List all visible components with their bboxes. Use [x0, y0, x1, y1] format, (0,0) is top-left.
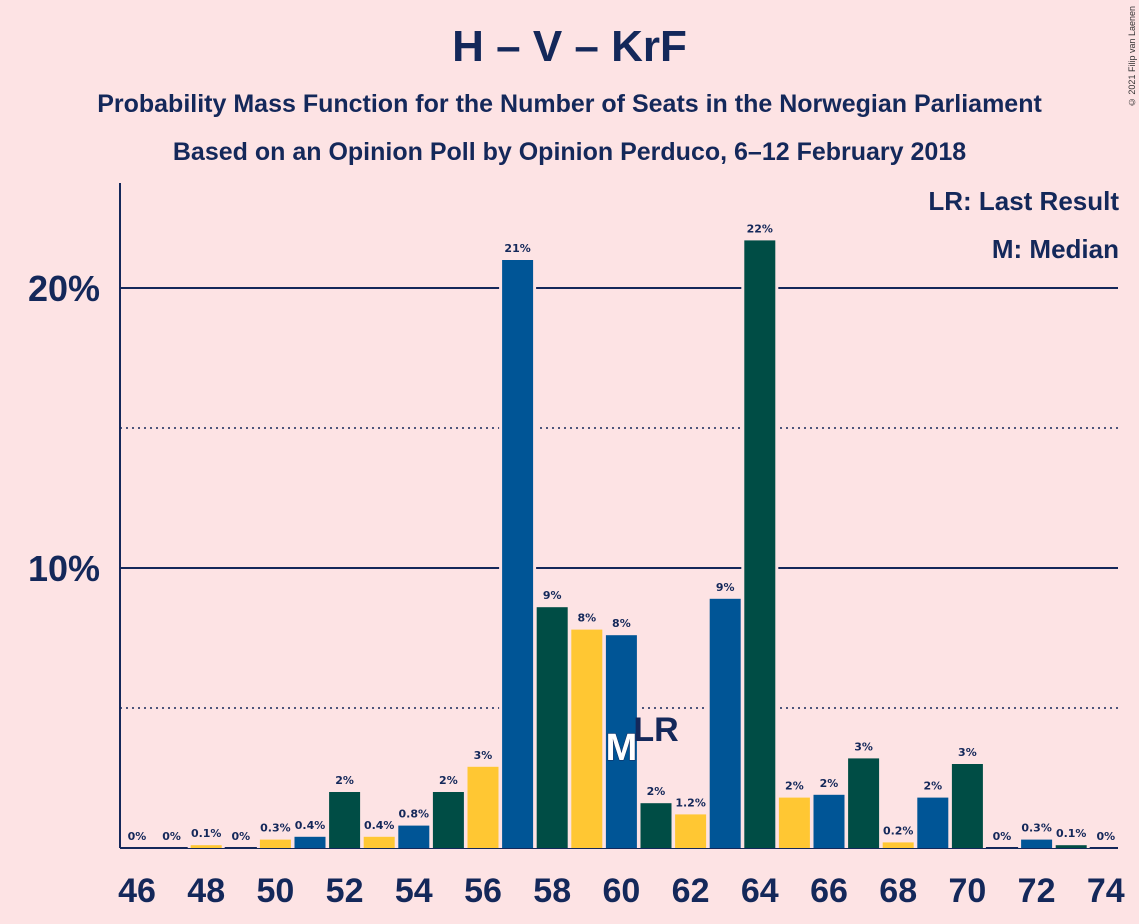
- bar-value-label: 8%: [577, 612, 596, 625]
- x-tick-label: 60: [602, 872, 640, 910]
- x-tick-label: 68: [879, 872, 917, 910]
- bar-seats-57: [502, 260, 534, 848]
- y-tick-label: 20%: [28, 268, 100, 309]
- bar-seats-55: [432, 792, 464, 848]
- x-tick-label: 66: [810, 872, 848, 910]
- bar-value-label: 0.3%: [1021, 822, 1052, 835]
- bar-seats-66: [813, 794, 845, 848]
- chart-title: H – V – KrF: [452, 22, 687, 71]
- x-tick-label: 64: [741, 872, 779, 910]
- bar-gap: [187, 842, 225, 848]
- bar-value-label: 0.2%: [883, 824, 914, 837]
- bar-value-label: 9%: [716, 581, 735, 594]
- median-marker: M: [606, 727, 638, 769]
- bar-value-label: 3%: [854, 740, 873, 753]
- bar-seats-65: [778, 797, 810, 848]
- bar-seats-54: [398, 825, 430, 848]
- bar-seats-60: [605, 635, 637, 848]
- bar-seats-64: [744, 240, 776, 848]
- bar-value-label: 0%: [231, 830, 250, 843]
- bar-seats-56: [467, 766, 499, 848]
- bar-seats-63: [709, 598, 741, 848]
- x-tick-label: 52: [326, 872, 364, 910]
- bar-value-label: 2%: [820, 777, 839, 790]
- x-tick-label: 56: [464, 872, 502, 910]
- bar-seats-68: [882, 842, 914, 848]
- x-tick-label: 74: [1087, 872, 1125, 910]
- legend-median: M: Median: [991, 234, 1119, 264]
- bar-value-label: 2%: [785, 780, 804, 793]
- bar-value-label: 21%: [504, 242, 530, 255]
- bar-value-label: 8%: [612, 617, 631, 630]
- bar-value-label: 0%: [1096, 830, 1115, 843]
- bar-value-label: 9%: [543, 589, 562, 602]
- bar-value-label: 0.4%: [295, 819, 326, 832]
- bar-value-label: 0.1%: [191, 827, 222, 840]
- chart-subtitle: Probability Mass Function for the Number…: [97, 90, 1042, 118]
- bar-value-label: 2%: [335, 774, 354, 787]
- bar-seats-59: [571, 629, 603, 848]
- bar-seats-72: [1021, 839, 1053, 848]
- bar-value-label: 3%: [958, 746, 977, 759]
- bar-seats-62: [675, 814, 707, 848]
- bar-seats-67: [848, 758, 880, 848]
- y-tick-label: 10%: [28, 548, 100, 589]
- x-tick-label: 62: [672, 872, 710, 910]
- x-tick-label: 46: [118, 872, 156, 910]
- bar-seats-52: [329, 792, 361, 848]
- bar-seats-53: [363, 836, 395, 848]
- bar-seats-58: [536, 607, 568, 848]
- bar-value-label: 22%: [747, 222, 773, 235]
- last-result-marker: LR: [633, 711, 678, 749]
- chart-subtitle-source: Based on an Opinion Poll by Opinion Perd…: [172, 138, 967, 166]
- bar-value-label: 0%: [162, 830, 181, 843]
- x-tick-label: 48: [187, 872, 225, 910]
- bar-value-label: 2%: [647, 785, 666, 798]
- bar-value-label: 0.3%: [260, 822, 291, 835]
- bar-seats-61: [640, 803, 672, 848]
- x-tick-label: 70: [948, 872, 986, 910]
- bar-seats-50: [259, 839, 291, 848]
- x-tick-label: 72: [1018, 872, 1056, 910]
- bar-seats-48: [190, 845, 222, 848]
- bar-value-label: 2%: [439, 774, 458, 787]
- bar-value-label: 0.1%: [1056, 827, 1087, 840]
- bar-value-label: 0%: [128, 830, 147, 843]
- bar-seats-70: [951, 764, 983, 848]
- bar-value-label: 0.4%: [364, 819, 395, 832]
- bar-value-label: 0.8%: [399, 808, 430, 821]
- bar-value-label: 1.2%: [675, 796, 706, 809]
- bar-seats-73: [1055, 845, 1087, 848]
- x-tick-label: 58: [533, 872, 571, 910]
- x-tick-label: 50: [256, 872, 294, 910]
- bar-value-label: 2%: [923, 780, 942, 793]
- legend-last-result: LR: Last Result: [928, 186, 1119, 216]
- bar-gap: [1052, 842, 1090, 848]
- bar-value-label: 0%: [993, 830, 1012, 843]
- bar-seats-51: [294, 836, 326, 848]
- bar-seats-69: [917, 797, 949, 848]
- x-tick-label: 54: [395, 872, 433, 910]
- bar-value-label: 3%: [474, 749, 493, 762]
